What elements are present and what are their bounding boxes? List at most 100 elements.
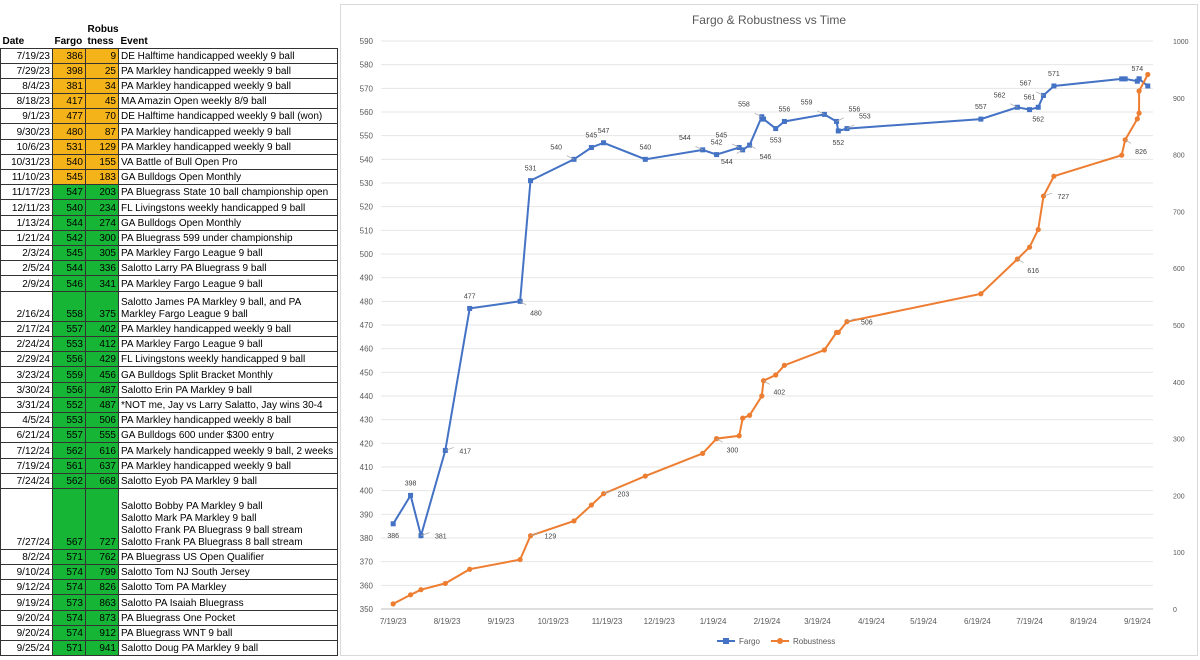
- robustness-cell[interactable]: 668: [85, 472, 119, 489]
- fargo-cell[interactable]: 540: [52, 199, 86, 216]
- date-cell[interactable]: 2/3/24: [0, 244, 53, 262]
- event-cell[interactable]: Salotto PA Isaiah Bluegrass: [118, 594, 338, 611]
- fargo-cell[interactable]: 553: [52, 336, 86, 353]
- date-cell[interactable]: 10/6/23: [0, 138, 53, 155]
- date-cell[interactable]: 2/24/24: [0, 336, 53, 353]
- robustness-cell[interactable]: 487: [85, 381, 119, 398]
- fargo-cell[interactable]: 398: [52, 62, 86, 79]
- fargo-cell[interactable]: 480: [52, 123, 86, 140]
- date-cell[interactable]: 9/1/23: [0, 108, 53, 125]
- robustness-cell[interactable]: 912: [85, 624, 119, 641]
- date-cell[interactable]: 10/31/23: [0, 153, 53, 171]
- date-cell[interactable]: 4/5/24: [0, 412, 53, 429]
- event-cell[interactable]: PA Bluegrass One Pocket: [118, 609, 338, 626]
- event-cell[interactable]: PA Bluegrass State 10 ball championship …: [118, 184, 338, 201]
- legend[interactable]: Fargo Robustness: [717, 637, 835, 646]
- robustness-cell[interactable]: 129: [85, 138, 119, 155]
- fargo-cell[interactable]: 574: [52, 624, 86, 641]
- date-cell[interactable]: 7/29/23: [0, 62, 53, 79]
- robustness-cell[interactable]: 637: [85, 457, 119, 474]
- event-cell[interactable]: Salotto Tom PA Markley: [118, 579, 338, 596]
- robustness-cell[interactable]: 555: [85, 427, 119, 444]
- robustness-cell[interactable]: 412: [85, 336, 119, 353]
- fargo-cell[interactable]: 381: [52, 77, 86, 95]
- date-cell[interactable]: 1/21/24: [0, 229, 53, 246]
- robustness-cell[interactable]: 155: [85, 153, 119, 171]
- event-cell[interactable]: GA Bulldogs Open Monthly: [118, 168, 338, 186]
- robustness-cell[interactable]: 375: [85, 290, 119, 322]
- robustness-cell[interactable]: 799: [85, 563, 119, 581]
- robustness-cell[interactable]: 87: [85, 123, 119, 140]
- date-cell[interactable]: 7/27/24: [0, 487, 53, 550]
- date-cell[interactable]: 2/17/24: [0, 320, 53, 338]
- date-cell[interactable]: 3/23/24: [0, 366, 53, 383]
- fargo-cell[interactable]: 544: [52, 214, 86, 231]
- fargo-cell[interactable]: 545: [52, 244, 86, 262]
- event-cell[interactable]: VA Battle of Bull Open Pro: [118, 153, 338, 171]
- event-cell[interactable]: FL Livingstons weekly handicapped 9 ball: [118, 199, 338, 216]
- event-cell[interactable]: FL Livingstons weekly handicapped 9 ball: [118, 351, 338, 368]
- event-cell[interactable]: PA Markley handicapped weekly 9 ball: [118, 123, 338, 140]
- fargo-cell[interactable]: 567: [52, 487, 86, 550]
- robustness-cell[interactable]: 336: [85, 260, 119, 277]
- event-cell[interactable]: Salotto Bobby PA Markley 9 ball Salotto …: [118, 487, 338, 550]
- event-cell[interactable]: Salotto Tom NJ South Jersey: [118, 563, 338, 581]
- robustness-cell[interactable]: 727: [85, 487, 119, 550]
- robustness-cell[interactable]: 402: [85, 320, 119, 338]
- robustness-cell[interactable]: 762: [85, 548, 119, 565]
- fargo-cell[interactable]: 573: [52, 594, 86, 611]
- event-cell[interactable]: PA Markley handicapped weekly 9 ball: [118, 62, 338, 79]
- date-cell[interactable]: 9/20/24: [0, 624, 53, 641]
- header-robustness[interactable]: Robus tness: [87, 23, 119, 47]
- robustness-cell[interactable]: 456: [85, 366, 119, 383]
- event-cell[interactable]: PA Markley Fargo League 9 ball: [118, 275, 338, 292]
- event-cell[interactable]: PA Markely handicapped weekly 9 ball, 2 …: [118, 442, 338, 459]
- event-cell[interactable]: PA Bluegrass WNT 9 ball: [118, 624, 338, 641]
- header-date[interactable]: Date: [2, 35, 25, 47]
- fargo-cell[interactable]: 386: [52, 47, 86, 64]
- date-cell[interactable]: 2/9/24: [0, 275, 53, 292]
- fargo-cell[interactable]: 557: [52, 320, 86, 338]
- event-cell[interactable]: PA Markley handicapped weekly 9 ball: [118, 77, 338, 95]
- fargo-cell[interactable]: 574: [52, 579, 86, 596]
- robustness-cell[interactable]: 300: [85, 229, 119, 246]
- robustness-cell[interactable]: 274: [85, 214, 119, 231]
- fargo-cell[interactable]: 553: [52, 412, 86, 429]
- date-cell[interactable]: 7/12/24: [0, 442, 53, 459]
- date-cell[interactable]: 2/29/24: [0, 351, 53, 368]
- event-cell[interactable]: DE Halftime handicapped weekly 9 ball: [118, 47, 338, 64]
- robustness-cell[interactable]: 429: [85, 351, 119, 368]
- fargo-cell[interactable]: 558: [52, 290, 86, 322]
- event-cell[interactable]: PA Markley Fargo League 9 ball: [118, 244, 338, 262]
- header-event[interactable]: Event: [120, 35, 148, 47]
- fargo-cell[interactable]: 477: [52, 108, 86, 125]
- robustness-cell[interactable]: 506: [85, 412, 119, 429]
- robustness-cell[interactable]: 941: [85, 639, 119, 657]
- date-cell[interactable]: 8/18/23: [0, 93, 53, 110]
- fargo-cell[interactable]: 574: [52, 609, 86, 626]
- fargo-cell[interactable]: 552: [52, 396, 86, 414]
- fargo-cell[interactable]: 544: [52, 260, 86, 277]
- fargo-cell[interactable]: 562: [52, 472, 86, 489]
- fargo-cell[interactable]: 545: [52, 168, 86, 186]
- event-cell[interactable]: PA Markley handicapped weekly 9 ball: [118, 320, 338, 338]
- fargo-cell[interactable]: 531: [52, 138, 86, 155]
- robustness-cell[interactable]: 45: [85, 93, 119, 110]
- robustness-cell[interactable]: 826: [85, 579, 119, 596]
- fargo-cell[interactable]: 561: [52, 457, 86, 474]
- event-cell[interactable]: DE Halftime handicapped weekly 9 ball (w…: [118, 108, 338, 125]
- robustness-cell[interactable]: 487: [85, 396, 119, 414]
- robustness-cell[interactable]: 9: [85, 47, 119, 64]
- fargo-cell[interactable]: 559: [52, 366, 86, 383]
- date-cell[interactable]: 8/4/23: [0, 77, 53, 95]
- robustness-cell[interactable]: 183: [85, 168, 119, 186]
- date-cell[interactable]: 7/24/24: [0, 472, 53, 489]
- robustness-cell[interactable]: 70: [85, 108, 119, 125]
- event-cell[interactable]: Salotto Larry PA Bluegrass 9 ball: [118, 260, 338, 277]
- date-cell[interactable]: 6/21/24: [0, 427, 53, 444]
- date-cell[interactable]: 11/10/23: [0, 168, 53, 186]
- date-cell[interactable]: 8/2/24: [0, 548, 53, 565]
- date-cell[interactable]: 9/25/24: [0, 639, 53, 657]
- robustness-cell[interactable]: 873: [85, 609, 119, 626]
- header-fargo[interactable]: Fargo: [54, 35, 83, 47]
